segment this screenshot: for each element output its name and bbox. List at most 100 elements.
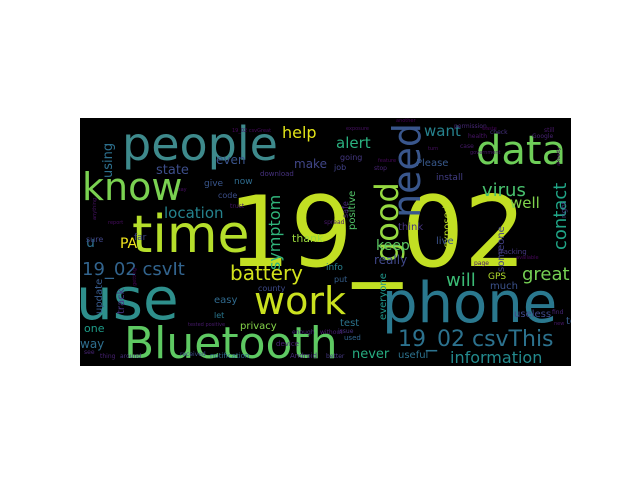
word-keep: keep (376, 238, 410, 254)
word-good: good (368, 182, 406, 262)
word-give: give (204, 179, 224, 189)
word-use: use (80, 265, 179, 333)
word-symptom: symptom (265, 195, 284, 270)
word-find: find (552, 309, 564, 316)
word-tell: tell (566, 316, 571, 327)
word-please: Please (416, 158, 448, 169)
word-without: without (320, 329, 343, 336)
word-19-02: 19_02 (228, 176, 526, 290)
word-time: time (132, 205, 249, 265)
word-install: install (436, 173, 463, 183)
word-virus: virus (482, 180, 526, 201)
word-page: page (474, 260, 489, 267)
word-county: county (258, 284, 286, 293)
word-make: make (294, 157, 327, 171)
word-already: already (556, 147, 562, 166)
word-gps: GPS (488, 272, 506, 282)
word-information: information (450, 348, 542, 366)
word-permission: permission (454, 123, 487, 130)
word-work: work (254, 279, 346, 323)
word-feature: feature (378, 158, 396, 164)
word-issue: issue (338, 328, 354, 335)
word-think: think (398, 222, 423, 233)
word-info: info (326, 263, 343, 273)
word-exposed: exposed (442, 206, 453, 248)
word-know: know (82, 165, 182, 209)
word-alert: alert (336, 134, 371, 152)
word-received: received (180, 351, 206, 358)
word-another: another (396, 118, 416, 124)
word-trust: trust (230, 203, 245, 210)
word-getting: getting (132, 268, 138, 286)
word-test: test (340, 318, 359, 329)
word-available: available (516, 255, 539, 261)
word-used: used (344, 334, 361, 342)
word-job: job (333, 163, 346, 172)
word-contact: contact (550, 183, 571, 250)
word-still: still (544, 127, 555, 134)
word-bluetooth: Bluetooth (124, 318, 338, 366)
word-live: live (436, 236, 454, 247)
word-everyone: everyone (378, 273, 389, 320)
word-location: location (164, 204, 224, 222)
word-notification: notification (210, 352, 249, 360)
word-easy: easy (214, 295, 237, 306)
word-better: better (326, 353, 345, 360)
word-sure: sure (86, 235, 103, 244)
word-tracking: tracking (498, 248, 527, 256)
word-health: health (468, 133, 487, 140)
word-turn: turn (428, 146, 438, 152)
word-update: update (94, 279, 105, 314)
word-track: track (116, 288, 127, 314)
word-government: government (470, 150, 501, 156)
word-android: Android (290, 352, 317, 360)
word-waste: waste (482, 126, 497, 132)
word-let: let (214, 311, 224, 320)
word-will: will (446, 270, 476, 291)
word-want: want (424, 122, 461, 140)
word-google: Google (532, 133, 553, 140)
word-tested-positive: tested positive (188, 322, 225, 328)
word-privacy: privacy (240, 321, 277, 332)
word-state: state (156, 163, 189, 178)
word-far: far (134, 233, 147, 243)
word-exposure: exposure (346, 126, 369, 132)
word-well: well (510, 194, 540, 212)
word-put: put (334, 275, 347, 284)
word-way: way (80, 337, 104, 351)
word-data: data (476, 128, 566, 174)
word-people: people (122, 118, 278, 171)
word-pa: PA (120, 236, 138, 252)
word-thank: thank (292, 232, 324, 245)
word-never: never (352, 347, 390, 362)
word-check: check (490, 129, 508, 136)
word-enough: enough (292, 329, 315, 336)
word-battery: battery (230, 261, 303, 285)
word-someone: someone (496, 226, 507, 272)
word-thing: thing (100, 353, 116, 360)
word-great: great (522, 264, 570, 285)
word-right: right (560, 201, 568, 218)
word-help: help (282, 123, 317, 142)
word-useless: useless (514, 309, 551, 320)
word-download: download (260, 170, 294, 178)
word-say: say (178, 187, 187, 193)
word-even: even (216, 153, 245, 167)
word-device: device (276, 340, 299, 348)
word-case: case (460, 143, 474, 150)
word-stop: stop (374, 165, 387, 172)
word-now: now (234, 177, 253, 187)
word-anything: anything (92, 198, 98, 220)
word-phone: phone (382, 271, 557, 336)
word-positive: positive (347, 191, 358, 230)
word-safe: safe (341, 201, 350, 218)
word-19-02-csvit: 19_02 csvIt (82, 259, 185, 280)
word-19-02-csvgreat: 19_02 csvGreat (232, 128, 271, 134)
word-one: one (84, 322, 105, 335)
word-report: report (108, 220, 123, 226)
word-see: see (84, 349, 95, 356)
word-using: using (101, 143, 116, 178)
word-going: going (340, 153, 362, 162)
